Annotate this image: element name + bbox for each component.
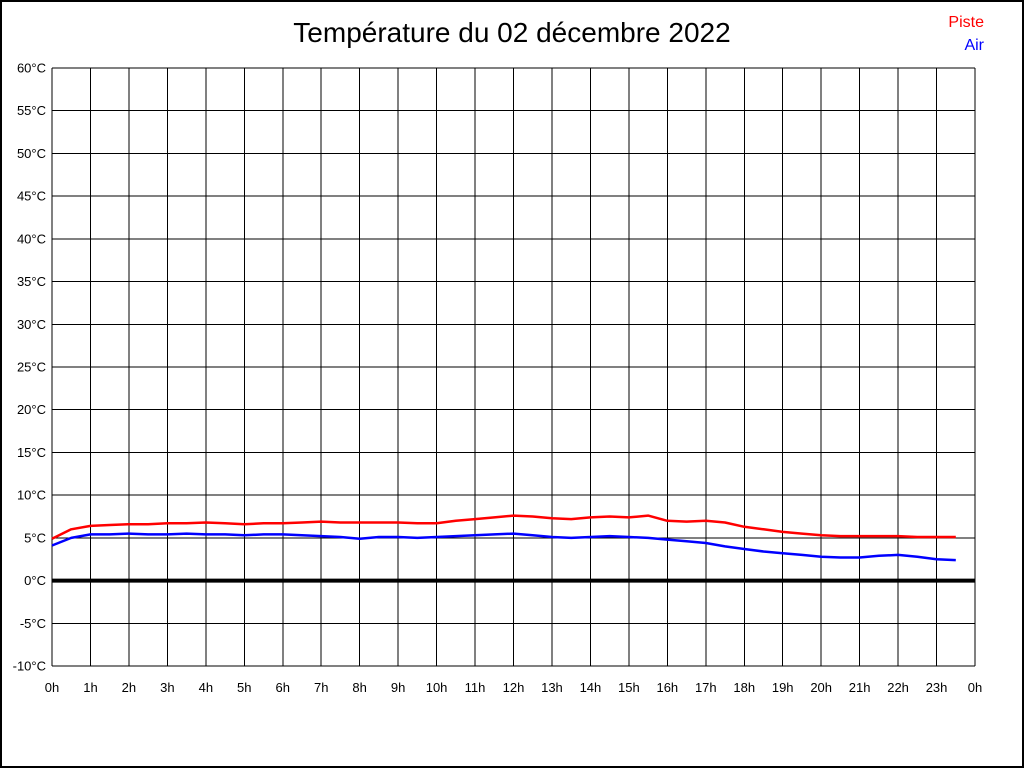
chart-title: Température du 02 décembre 2022 (293, 17, 731, 48)
x-tick-label: 19h (772, 680, 794, 695)
x-tick-label: 9h (391, 680, 405, 695)
x-tick-label: 6h (276, 680, 290, 695)
x-tick-label: 11h (465, 680, 486, 695)
legend-item-air: Air (964, 37, 984, 54)
x-tick-label: 12h (503, 680, 525, 695)
x-tick-label: 2h (122, 680, 136, 695)
y-tick-label: 15°C (17, 445, 46, 460)
x-tick-label: 17h (695, 680, 717, 695)
x-tick-label: 22h (887, 680, 909, 695)
air-series-line (51, 532, 956, 562)
x-tick-label: 13h (541, 680, 563, 695)
x-tick-label: 0h (968, 680, 982, 695)
y-tick-label: -5°C (20, 616, 46, 631)
y-tick-label: 60°C (17, 61, 46, 76)
y-tick-label: 50°C (17, 146, 46, 161)
y-tick-label: 20°C (17, 402, 46, 417)
x-tick-label: 10h (426, 680, 448, 695)
y-tick-label: -10°C (13, 659, 46, 674)
x-tick-label: 1h (83, 680, 97, 695)
legend-item-piste: Piste (948, 14, 984, 31)
x-tick-label: 21h (849, 680, 871, 695)
y-tick-label: 0°C (24, 573, 46, 588)
y-tick-label: 30°C (17, 317, 46, 332)
x-tick-label: 4h (199, 680, 213, 695)
y-tick-label: 40°C (17, 231, 46, 246)
x-tick-label: 14h (580, 680, 602, 695)
y-tick-label: 10°C (17, 488, 46, 503)
piste-series-line (51, 514, 956, 540)
x-tick-label: 0h (45, 680, 59, 695)
x-tick-label: 5h (237, 680, 251, 695)
x-tick-label: 23h (926, 680, 948, 695)
y-tick-label: 55°C (17, 103, 46, 118)
x-tick-label: 18h (733, 680, 755, 695)
y-tick-label: 25°C (17, 360, 46, 375)
y-tick-label: 35°C (17, 274, 46, 289)
x-tick-label: 3h (160, 680, 174, 695)
x-tick-label: 15h (618, 680, 640, 695)
y-tick-label: 45°C (17, 189, 46, 204)
x-tick-label: 20h (810, 680, 832, 695)
x-tick-label: 16h (656, 680, 678, 695)
y-tick-label: 5°C (24, 530, 46, 545)
x-tick-label: 8h (352, 680, 366, 695)
x-tick-label: 7h (314, 680, 328, 695)
chart-legend: Piste Air (948, 11, 984, 57)
